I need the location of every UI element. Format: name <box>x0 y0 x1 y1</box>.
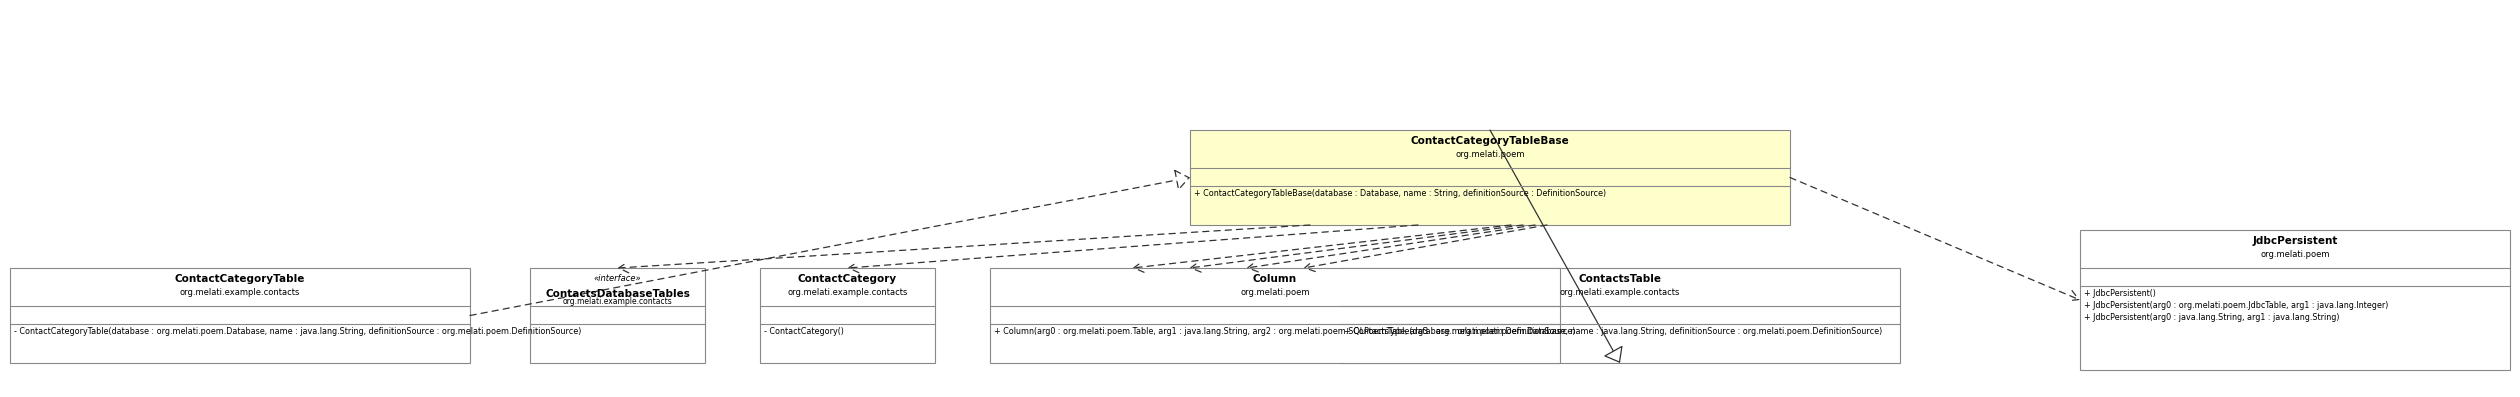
Text: org.melati.poem: org.melati.poem <box>1240 288 1310 297</box>
Text: Column: Column <box>1252 274 1298 284</box>
Text: org.melati.example.contacts: org.melati.example.contacts <box>179 288 300 297</box>
Text: + JdbcPersistent(arg0 : java.lang.String, arg1 : java.lang.String): + JdbcPersistent(arg0 : java.lang.String… <box>2084 312 2339 322</box>
Text: org.melati.example.contacts: org.melati.example.contacts <box>786 288 907 297</box>
Text: JdbcPersistent: JdbcPersistent <box>2253 236 2339 247</box>
Text: + JdbcPersistent(arg0 : org.melati.poem.JdbcTable, arg1 : java.lang.Integer): + JdbcPersistent(arg0 : org.melati.poem.… <box>2084 301 2389 310</box>
Text: org.melati.example.contacts: org.melati.example.contacts <box>562 297 673 306</box>
Bar <box>1189 130 1789 225</box>
FancyArrowPatch shape <box>1134 225 1512 272</box>
Text: - ContactCategoryTable(database : org.melati.poem.Database, name : java.lang.Str: - ContactCategoryTable(database : org.me… <box>15 326 582 335</box>
Bar <box>1341 268 1900 363</box>
Bar <box>529 268 706 363</box>
Text: + ContactCategoryTableBase(database : Database, name : String, definitionSource : + ContactCategoryTableBase(database : Da… <box>1194 189 1605 197</box>
Text: org.melati.poem: org.melati.poem <box>2260 250 2331 259</box>
Text: ContactsTable: ContactsTable <box>1578 274 1661 284</box>
Text: - ContactCategory(): - ContactCategory() <box>764 326 844 335</box>
Text: ContactCategoryTableBase: ContactCategoryTableBase <box>1411 137 1570 146</box>
FancyArrowPatch shape <box>849 225 1419 273</box>
FancyArrowPatch shape <box>1247 225 1535 272</box>
FancyArrowPatch shape <box>1192 225 1522 272</box>
Text: «interface»: «interface» <box>595 274 640 283</box>
Text: ContactsDatabaseTables: ContactsDatabaseTables <box>544 289 690 299</box>
Bar <box>10 268 471 363</box>
Text: + JdbcPersistent(): + JdbcPersistent() <box>2084 289 2157 297</box>
Text: ContactCategory: ContactCategory <box>799 274 897 284</box>
Text: + ContactsTable(database : org.melati.poem.Database, name : java.lang.String, de: + ContactsTable(database : org.melati.po… <box>1343 326 1882 335</box>
FancyArrowPatch shape <box>1789 177 2079 301</box>
FancyArrowPatch shape <box>471 170 1189 316</box>
Bar <box>990 268 1560 363</box>
Text: + Column(arg0 : org.melati.poem.Table, arg1 : java.lang.String, arg2 : org.melat: + Column(arg0 : org.melati.poem.Table, a… <box>993 326 1575 335</box>
Text: org.melati.poem: org.melati.poem <box>1454 150 1525 159</box>
Bar <box>761 268 935 363</box>
FancyArrowPatch shape <box>620 225 1310 273</box>
Bar <box>2079 230 2510 370</box>
FancyArrowPatch shape <box>1489 130 1623 362</box>
FancyArrowPatch shape <box>1305 225 1547 272</box>
Text: ContactCategoryTable: ContactCategoryTable <box>174 274 305 284</box>
Text: org.melati.example.contacts: org.melati.example.contacts <box>1560 288 1681 297</box>
